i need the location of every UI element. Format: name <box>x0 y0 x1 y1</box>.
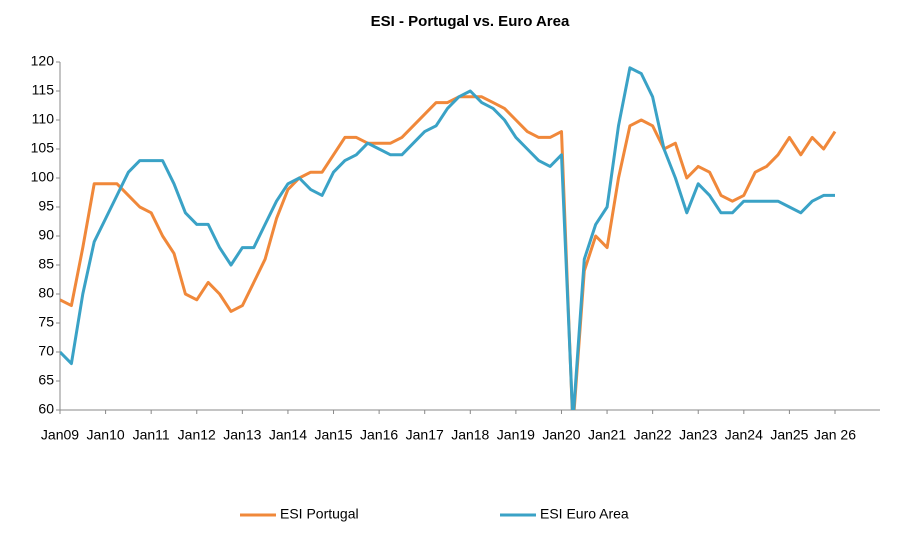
x-tick-label: Jan21 <box>588 427 626 443</box>
y-tick-label: 85 <box>38 256 54 272</box>
y-tick-label: 120 <box>31 53 55 69</box>
x-tick-label: Jan19 <box>497 427 535 443</box>
x-tick-label: Jan15 <box>314 427 352 443</box>
y-tick-label: 115 <box>32 82 55 98</box>
legend-label: ESI Euro Area <box>540 506 629 522</box>
plot-area <box>60 66 837 410</box>
x-tick-label: Jan25 <box>770 427 808 443</box>
x-tick-label: Jan18 <box>451 427 489 443</box>
y-tick-label: 100 <box>31 169 55 185</box>
y-tick-label: 80 <box>38 285 54 301</box>
x-tick-label: Jan14 <box>269 427 307 443</box>
x-tick-label: Jan09 <box>41 427 79 443</box>
y-tick-label: 90 <box>38 227 54 243</box>
y-tick-label: 65 <box>38 372 54 388</box>
y-tick-label: 95 <box>38 198 54 214</box>
x-tick-label: Jan16 <box>360 427 398 443</box>
series-line <box>60 66 835 410</box>
x-tick-label: Jan24 <box>725 427 763 443</box>
y-tick-label: 110 <box>32 111 55 127</box>
x-tick-label: Jan12 <box>178 427 216 443</box>
legend-label: ESI Portugal <box>280 506 359 522</box>
x-tick-label: Jan13 <box>223 427 261 443</box>
y-tick-label: 75 <box>38 314 54 330</box>
x-tick-label: Jan22 <box>634 427 672 443</box>
chart-title: ESI - Portugal vs. Euro Area <box>371 13 570 30</box>
y-tick-label: 70 <box>38 343 54 359</box>
x-tick-label: Jan20 <box>542 427 580 443</box>
series-line <box>60 95 837 410</box>
y-tick-label: 105 <box>31 140 55 156</box>
x-tick-label: Jan23 <box>679 427 717 443</box>
x-tick-label: Jan17 <box>406 427 444 443</box>
x-tick-label: Jan 26 <box>814 427 856 443</box>
y-tick-label: 60 <box>38 401 54 417</box>
x-tick-label: Jan11 <box>133 427 170 443</box>
x-tick-label: Jan10 <box>87 427 125 443</box>
